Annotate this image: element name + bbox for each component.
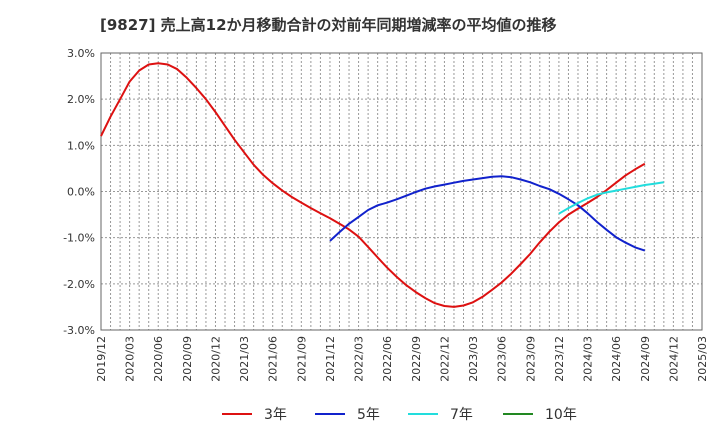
x-tick-label: 2024/03 (582, 336, 595, 382)
x-tick-label: 2023/12 (553, 336, 566, 382)
x-tick-label: 2022/06 (381, 336, 394, 382)
x-tick-label: 2021/06 (267, 336, 280, 382)
legend-label: 3年 (264, 407, 287, 423)
x-tick-label: 2019/12 (95, 336, 108, 382)
x-tick-label: 2024/12 (667, 336, 680, 382)
y-tick-label: 2.0% (67, 93, 95, 106)
legend-label: 5年 (357, 407, 380, 423)
series-line (558, 181, 664, 215)
x-tick-label: 2021/12 (324, 336, 337, 382)
x-tick-label: 2022/03 (353, 336, 366, 382)
x-tick-label: 2020/12 (209, 336, 222, 382)
x-tick-label: 2023/03 (467, 336, 480, 382)
chart-title: [9827] 売上高12か月移動合計の対前年同期増減率の平均値の推移 (100, 16, 557, 34)
x-tick-label: 2021/09 (295, 336, 308, 382)
y-tick-label: 3.0% (67, 47, 95, 60)
x-tick-label: 2021/03 (238, 336, 251, 382)
x-axis: 2019/12 2020/03 2020/06 2020/09 2020/12 2021/… (95, 336, 709, 382)
x-tick-label: 2024/06 (610, 336, 623, 382)
x-tick-label: 2020/06 (152, 336, 165, 382)
y-tick-label: 0.0% (67, 186, 95, 199)
series-line (100, 62, 646, 308)
x-tick-label: 2025/03 (696, 336, 709, 382)
x-tick-label: 2024/09 (639, 336, 652, 382)
x-tick-label: 2022/12 (438, 336, 451, 382)
series-group (100, 62, 664, 308)
y-tick-label: -2.0% (63, 278, 95, 291)
x-tick-label: 2020/03 (124, 336, 137, 382)
legend: 3年 5年 7年 10年 (222, 407, 577, 423)
series-line (329, 175, 646, 252)
x-tick-label: 2023/09 (524, 336, 537, 382)
x-tick-label: 2022/09 (410, 336, 423, 382)
y-tick-label: 1.0% (67, 139, 95, 152)
y-tick-label: -1.0% (63, 232, 95, 245)
legend-label: 7年 (450, 407, 473, 423)
y-axis: 3.0% 2.0% 1.0% 0.0% -1.0% -2.0% -3.0% (63, 47, 95, 337)
x-tick-label: 2023/06 (496, 336, 509, 382)
plot-area (100, 52, 703, 331)
x-tick-label: 2020/09 (181, 336, 194, 382)
y-tick-label: -3.0% (63, 324, 95, 337)
legend-label: 10年 (545, 407, 577, 423)
